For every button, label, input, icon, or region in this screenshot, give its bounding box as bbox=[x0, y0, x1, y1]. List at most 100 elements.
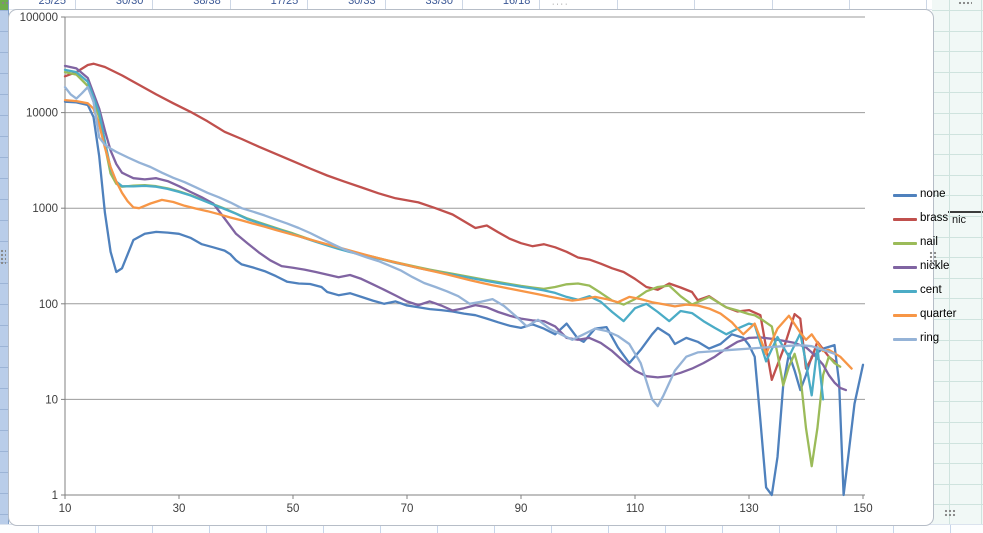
x-tick-label: 70 bbox=[401, 503, 414, 515]
row-border bbox=[0, 493, 8, 494]
row-border bbox=[932, 298, 983, 300]
row-border bbox=[932, 10, 983, 11]
cell-border bbox=[462, 0, 463, 9]
row-border bbox=[932, 380, 983, 382]
resize-handle-top-right[interactable] bbox=[958, 1, 972, 6]
spreadsheet-cell-value[interactable]: 16/18 bbox=[502, 0, 531, 7]
y-tick-label: 10 bbox=[45, 394, 58, 406]
x-tick-label: 150 bbox=[853, 503, 872, 515]
y-tick-label: 1000 bbox=[32, 203, 58, 215]
row-border bbox=[0, 220, 8, 221]
x-tick-label: 130 bbox=[739, 503, 758, 515]
series-line-none bbox=[63, 100, 865, 497]
legend-item-brass[interactable]: brass bbox=[893, 207, 956, 231]
series-line-nail bbox=[63, 70, 842, 468]
cell-border bbox=[926, 0, 928, 9]
cell-border bbox=[95, 525, 96, 533]
cell-border bbox=[771, 0, 773, 9]
y-tick-label: 10000 bbox=[26, 108, 58, 120]
row-border bbox=[932, 113, 983, 114]
spreadsheet-cell-value[interactable]: 25/25 bbox=[38, 0, 66, 7]
chart-legend[interactable]: none brass nail nickle cent quarter ring bbox=[893, 183, 956, 351]
legend-item-cent[interactable]: cent bbox=[893, 279, 956, 303]
row-border bbox=[932, 401, 983, 403]
cell-border bbox=[266, 525, 267, 533]
row-border bbox=[0, 472, 8, 473]
spreadsheet-cell-value[interactable]: 38/38 bbox=[193, 0, 221, 7]
row-border bbox=[0, 115, 8, 116]
row-border bbox=[0, 178, 8, 179]
row-border bbox=[932, 51, 983, 53]
row-border bbox=[0, 94, 8, 95]
cell-border bbox=[665, 525, 666, 533]
spreadsheet-right-columns[interactable]: nic bbox=[932, 0, 983, 533]
legend-swatch-ring bbox=[893, 337, 917, 341]
cell-border bbox=[608, 525, 609, 533]
spreadsheet-cell-value[interactable]: 33/30 bbox=[425, 0, 453, 7]
legend-item-quarter[interactable]: quarter bbox=[893, 303, 956, 327]
row-border bbox=[0, 388, 8, 389]
resize-handle-bottom-right[interactable] bbox=[944, 509, 956, 517]
row-border bbox=[0, 451, 8, 452]
resize-handle-mid-left[interactable] bbox=[0, 249, 6, 264]
row-border bbox=[0, 367, 8, 368]
spreadsheet-cell-value[interactable]: 17/25 bbox=[270, 0, 299, 7]
row-border bbox=[0, 241, 8, 242]
row-border bbox=[932, 236, 983, 238]
row-border bbox=[0, 157, 8, 158]
cell-border-line bbox=[948, 211, 983, 213]
legend-swatch-brass bbox=[893, 217, 917, 221]
cell-border bbox=[229, 0, 231, 9]
row-border bbox=[932, 442, 983, 444]
legend-label: nail bbox=[920, 236, 938, 249]
spreadsheet-cell-value[interactable]: 30/30 bbox=[115, 0, 144, 7]
resize-handle-mid-right[interactable] bbox=[929, 251, 938, 266]
row-border bbox=[0, 409, 8, 410]
x-tick-label: 50 bbox=[287, 503, 300, 515]
cell-border bbox=[836, 525, 837, 533]
row-border bbox=[0, 10, 8, 11]
cell-border bbox=[494, 525, 495, 533]
y-tick-label: 100 bbox=[39, 299, 58, 311]
chart-object[interactable]: 1 10 100 1000 10000 100000 10 30 50 70 90 110 130 150… bbox=[8, 9, 956, 526]
row-border bbox=[932, 92, 983, 94]
cell-border bbox=[437, 525, 438, 533]
x-tick-label: 30 bbox=[173, 503, 186, 515]
legend-label: ring bbox=[920, 332, 940, 345]
cell-border bbox=[307, 0, 309, 9]
cell-border bbox=[380, 525, 381, 533]
cell-border bbox=[893, 525, 894, 533]
x-tick-label: 110 bbox=[626, 503, 644, 515]
row-border bbox=[0, 136, 8, 137]
legend-item-none[interactable]: none bbox=[893, 183, 956, 207]
series-line-brass bbox=[63, 62, 836, 382]
row-border bbox=[932, 71, 983, 73]
legend-item-nickle[interactable]: nickle bbox=[893, 255, 956, 279]
row-border bbox=[932, 257, 983, 259]
spreadsheet-cell-value[interactable]: 30/33 bbox=[348, 0, 376, 7]
cell-border bbox=[75, 0, 76, 9]
row-border bbox=[932, 360, 983, 362]
cell-border bbox=[950, 525, 951, 533]
cell-border bbox=[152, 0, 154, 9]
legend-item-nail[interactable]: nail bbox=[893, 231, 956, 255]
row-border bbox=[932, 133, 983, 135]
row-border bbox=[932, 483, 983, 485]
cell-border bbox=[551, 525, 552, 533]
row-border bbox=[0, 430, 8, 431]
row-border bbox=[0, 346, 8, 347]
cell-border bbox=[384, 0, 386, 9]
legend-item-ring[interactable]: ring bbox=[893, 327, 956, 351]
row-border bbox=[932, 216, 983, 217]
spreadsheet-cell-overflow: ···· bbox=[552, 1, 570, 8]
cell-border bbox=[849, 0, 850, 9]
series-line-ring bbox=[63, 85, 836, 408]
row-border bbox=[932, 422, 983, 423]
row-border bbox=[932, 174, 983, 176]
row-border bbox=[0, 283, 8, 284]
cell-border bbox=[616, 0, 618, 9]
resize-handle-top-left[interactable] bbox=[1, 1, 10, 6]
legend-swatch-quarter bbox=[893, 313, 917, 317]
row-border bbox=[0, 73, 8, 74]
